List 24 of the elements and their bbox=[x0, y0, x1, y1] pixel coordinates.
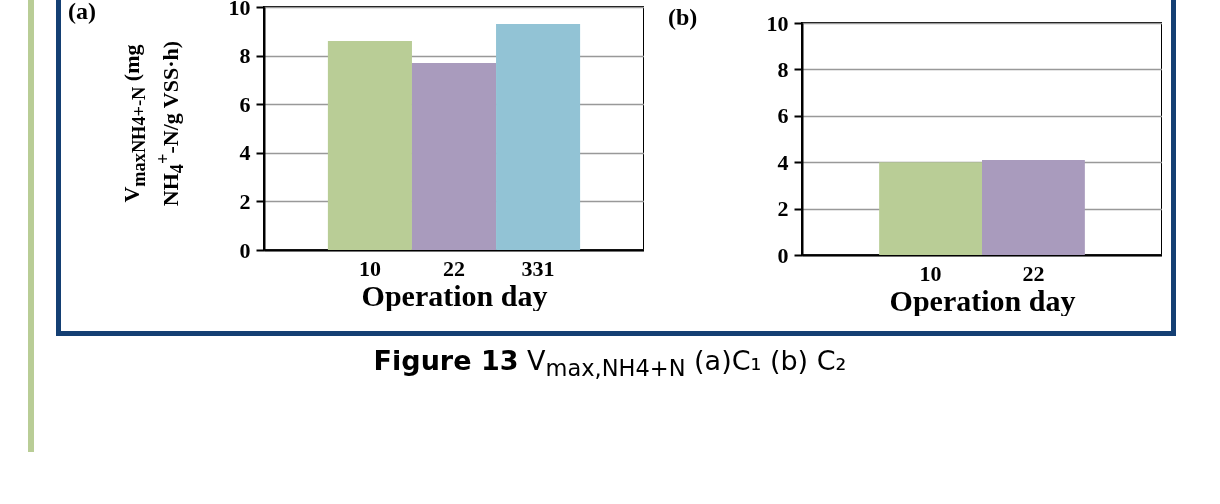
y-tick-label: 4 bbox=[239, 140, 251, 166]
x-tick-label: 10 bbox=[358, 255, 381, 281]
y-tick-label: 8 bbox=[239, 43, 251, 69]
text: V$_{max,NH4+N}$ (a)C₁ (b) C₂ bbox=[527, 345, 847, 382]
chart-title: (a) bbox=[68, 0, 96, 25]
y-tick-label: 0 bbox=[777, 242, 789, 268]
y-tick-label: 8 bbox=[777, 56, 789, 82]
y-tick-label: 6 bbox=[239, 91, 251, 117]
y-tick-label: 2 bbox=[777, 196, 789, 222]
x-tick-label: 10 bbox=[919, 260, 942, 286]
y-tick-label: 10 bbox=[228, 0, 251, 20]
bar bbox=[496, 24, 581, 250]
y-tick-label: 0 bbox=[239, 237, 251, 263]
bar bbox=[411, 62, 497, 250]
chart-title: (b) bbox=[668, 4, 698, 31]
bar bbox=[327, 41, 412, 250]
y-tick-label: 2 bbox=[239, 188, 251, 214]
y-tick-label: 4 bbox=[777, 149, 789, 175]
x-tick-label: 22 bbox=[443, 255, 465, 281]
y-tick-label: 6 bbox=[777, 103, 789, 129]
x-tick-label: 331 bbox=[521, 255, 555, 281]
y-tick-label: 10 bbox=[766, 10, 789, 36]
caption: Figure 13 bbox=[373, 345, 519, 376]
x-tick-label: 22 bbox=[1022, 260, 1045, 286]
